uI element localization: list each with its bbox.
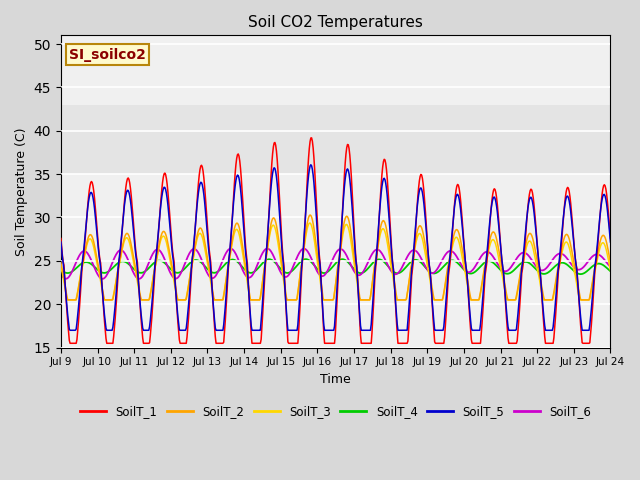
X-axis label: Time: Time (320, 373, 351, 386)
Legend: SoilT_1, SoilT_2, SoilT_3, SoilT_4, SoilT_5, SoilT_6: SoilT_1, SoilT_2, SoilT_3, SoilT_4, Soil… (76, 400, 596, 423)
Text: SI_soilco2: SI_soilco2 (69, 48, 146, 62)
Y-axis label: Soil Temperature (C): Soil Temperature (C) (15, 127, 28, 256)
Title: Soil CO2 Temperatures: Soil CO2 Temperatures (248, 15, 423, 30)
Bar (61, 105, 611, 174)
